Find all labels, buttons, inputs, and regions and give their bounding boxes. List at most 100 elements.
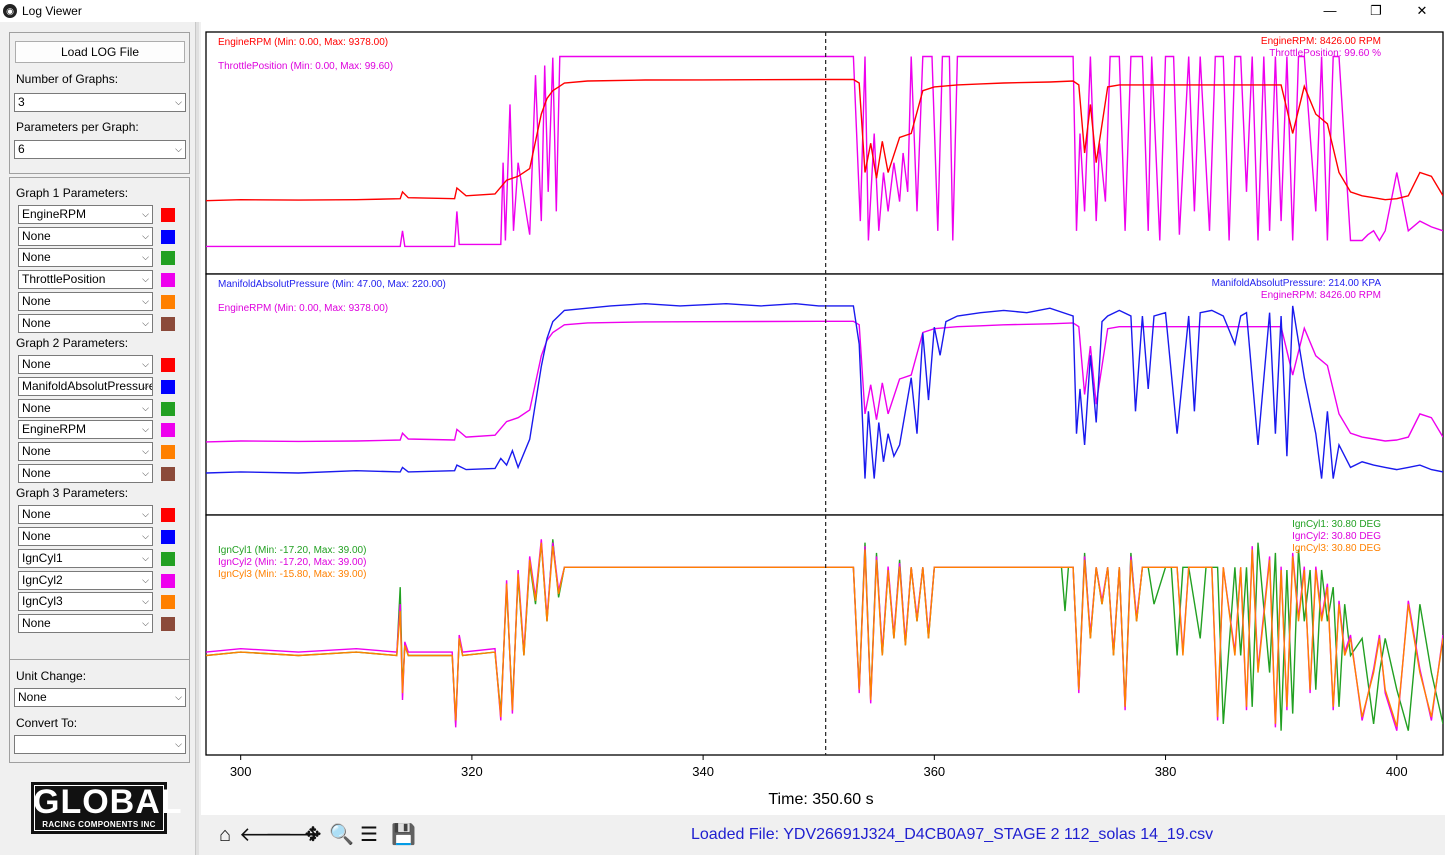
param-value: None [22, 507, 51, 522]
graph-1-param-select-3[interactable]: None ⌵ [18, 248, 153, 268]
color-swatch[interactable] [161, 466, 175, 481]
graph-1-param-select-2[interactable]: None ⌵ [18, 226, 153, 246]
chevron-down-icon: ⌵ [142, 596, 149, 607]
graph-2-frame [205, 273, 1444, 516]
color-swatch[interactable] [161, 423, 175, 438]
color-swatch[interactable] [161, 379, 175, 394]
param-value: None [22, 444, 51, 458]
graph-3-param-select-4[interactable]: IgnCyl2 ⌵ [18, 570, 153, 590]
color-swatch[interactable] [161, 208, 175, 222]
graph-2-param-select-4[interactable]: EngineRPM ⌵ [18, 420, 153, 440]
unit-change-value: None [18, 690, 47, 704]
color-swatch[interactable] [161, 551, 175, 566]
param-value: None [22, 529, 51, 544]
restore-button[interactable]: ❐ [1370, 3, 1382, 18]
unit-change-label: Unit Change: [16, 669, 87, 683]
configure-icon[interactable]: ☰ [360, 824, 378, 846]
graph-3-legend-right-2: IgnCyl2: 30.80 DEG [1292, 531, 1381, 542]
graph-1-legend-right-1: EngineRPM: 8426.00 RPM [1261, 36, 1381, 47]
home-icon[interactable]: ⌂ [218, 824, 232, 846]
params-per-graph-label: Parameters per Graph: [16, 120, 139, 134]
color-swatch[interactable] [161, 573, 175, 588]
time-readout: Time: 350.60 s [768, 791, 873, 808]
num-graphs-select[interactable]: 3 ⌵ [14, 93, 186, 112]
color-swatch[interactable] [161, 401, 175, 416]
graph-1-param-select-1[interactable]: EngineRPM ⌵ [18, 205, 153, 224]
zoom-icon[interactable]: 🔍 [329, 824, 354, 846]
param-value: None [22, 228, 51, 243]
logo-sub-text: RACING COMPONENTS INC [42, 820, 156, 829]
forward-icon[interactable]: 🡒 [265, 824, 319, 846]
convert-to-select[interactable]: ⌵ [14, 735, 186, 754]
navigation-toolbar: ⌂ 🡐 🡒 ✥ 🔍 ☰ 💾 Loaded File: YDV26691J324_D4CB0A… [201, 815, 1445, 855]
save-icon[interactable]: 💾 [391, 824, 416, 846]
convert-to-label: Convert To: [16, 716, 78, 730]
color-swatch[interactable] [161, 595, 175, 610]
graph-2-param-select-2[interactable]: ManifoldAbsolutPressure ⌵ [18, 376, 153, 396]
chevron-down-icon: ⌵ [142, 552, 149, 563]
param-value: None [22, 400, 51, 415]
graph-1-param-select-5[interactable]: None ⌵ [18, 291, 153, 311]
chevron-down-icon: ⌵ [142, 295, 149, 306]
chevron-down-icon: ⌵ [142, 209, 149, 219]
num-graphs-label: Number of Graphs: [16, 72, 119, 86]
window-title: Log Viewer [22, 4, 82, 18]
chevron-down-icon: ⌵ [142, 574, 149, 585]
param-value: None [22, 250, 51, 265]
graph-1-param-select-6[interactable]: None ⌵ [18, 313, 153, 333]
chevron-down-icon: ⌵ [142, 531, 149, 542]
chevron-down-icon: ⌵ [142, 359, 149, 370]
graph-3-legend-right-3: IgnCyl3: 30.80 DEG [1292, 543, 1381, 554]
param-value: IgnCyl2 [22, 572, 63, 587]
graph-1-param-select-4[interactable]: ThrottlePosition ⌵ [18, 270, 153, 290]
param-value: None [22, 615, 51, 630]
sidebar: Load LOG File Number of Graphs: 3 ⌵ Param… [0, 22, 200, 855]
chevron-down-icon: ⌵ [142, 509, 149, 520]
graph-3-param-select-3[interactable]: IgnCyl1 ⌵ [18, 548, 153, 568]
graph-3-param-select-2[interactable]: None ⌵ [18, 527, 153, 547]
color-swatch[interactable] [161, 229, 175, 244]
x-tick-label: 380 [1155, 764, 1177, 779]
graph-2-param-select-6[interactable]: None ⌵ [18, 463, 153, 483]
color-swatch[interactable] [161, 530, 175, 545]
color-swatch[interactable] [161, 508, 175, 523]
color-swatch[interactable] [161, 358, 175, 373]
graph-2-param-select-1[interactable]: None ⌵ [18, 355, 153, 375]
chart-svg[interactable]: EngineRPM (Min: 0.00, Max: 9378.00) Throt… [201, 22, 1445, 815]
load-log-file-button[interactable]: Load LOG File [15, 41, 185, 63]
color-swatch[interactable] [161, 273, 175, 288]
param-value: EngineRPM [22, 422, 87, 437]
x-tick-label: 400 [1386, 764, 1408, 779]
graph-3-param-select-5[interactable]: IgnCyl3 ⌵ [18, 592, 153, 612]
graph-3-param-select-6[interactable]: None ⌵ [18, 613, 153, 633]
pan-icon[interactable]: ✥ [304, 824, 322, 846]
unit-change-select[interactable]: None ⌵ [14, 688, 186, 707]
chevron-down-icon: ⌵ [142, 446, 149, 456]
graph-1-parameters-label: Graph 1 Parameters: [16, 186, 129, 200]
graph-3-legend-right-1: IgnCyl1: 30.80 DEG [1292, 519, 1381, 530]
num-graphs-value: 3 [18, 95, 25, 109]
graph-2-param-select-5[interactable]: None ⌵ [18, 442, 153, 461]
chevron-down-icon: ⌵ [175, 739, 182, 749]
params-per-graph-select[interactable]: 6 ⌵ [14, 140, 186, 159]
color-swatch[interactable] [161, 445, 175, 459]
graph-2-legend-right-1: ManifoldAbsolutPressure: 214.00 KPA [1212, 278, 1382, 289]
color-swatch[interactable] [161, 294, 175, 309]
graph-3-legend-left-1: IgnCyl1 (Min: -17.20, Max: 39.00) [218, 545, 366, 556]
plot-canvas[interactable]: EngineRPM (Min: 0.00, Max: 9378.00) Throt… [201, 22, 1445, 815]
back-icon[interactable]: 🡐 [239, 824, 293, 846]
chevron-down-icon: ⌵ [175, 692, 182, 702]
graph-parameters-group: Graph 1 Parameters: EngineRPM ⌵ None ⌵ None ⌵ T… [9, 177, 190, 675]
unit-change-group: Unit Change: None ⌵ Convert To: ⌵ [9, 659, 190, 763]
color-swatch[interactable] [161, 251, 175, 266]
color-swatch[interactable] [161, 316, 175, 331]
chevron-down-icon: ⌵ [142, 467, 149, 478]
color-swatch[interactable] [161, 616, 175, 631]
minimize-button[interactable]: — [1323, 3, 1337, 18]
graph-3-legend-left-2: IgnCyl2 (Min: -17.20, Max: 39.00) [218, 557, 366, 568]
graph-3-param-select-1[interactable]: None ⌵ [18, 505, 153, 525]
splitter-handle[interactable] [195, 22, 199, 855]
graph-2-param-select-3[interactable]: None ⌵ [18, 398, 153, 418]
close-button[interactable]: ✕ [1416, 3, 1428, 18]
graph-1-series-EngineRPM [206, 78, 1443, 202]
